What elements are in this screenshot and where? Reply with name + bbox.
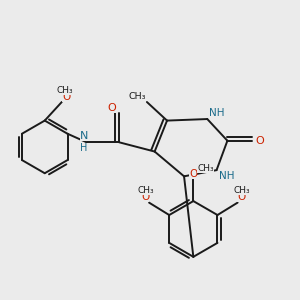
Text: CH₃: CH₃ bbox=[56, 86, 73, 95]
Text: O: O bbox=[108, 103, 117, 113]
Text: NH: NH bbox=[209, 109, 224, 118]
Text: O: O bbox=[62, 92, 70, 102]
Text: O: O bbox=[189, 169, 197, 179]
Text: CH₃: CH₃ bbox=[137, 186, 154, 195]
Text: O: O bbox=[237, 192, 245, 202]
Text: CH₃: CH₃ bbox=[233, 186, 250, 195]
Text: H: H bbox=[80, 143, 88, 153]
Text: CH₃: CH₃ bbox=[129, 92, 146, 101]
Text: O: O bbox=[141, 192, 149, 202]
Text: N: N bbox=[80, 131, 88, 141]
Text: CH₃: CH₃ bbox=[197, 164, 214, 173]
Text: NH: NH bbox=[219, 171, 234, 181]
Text: O: O bbox=[256, 136, 264, 146]
